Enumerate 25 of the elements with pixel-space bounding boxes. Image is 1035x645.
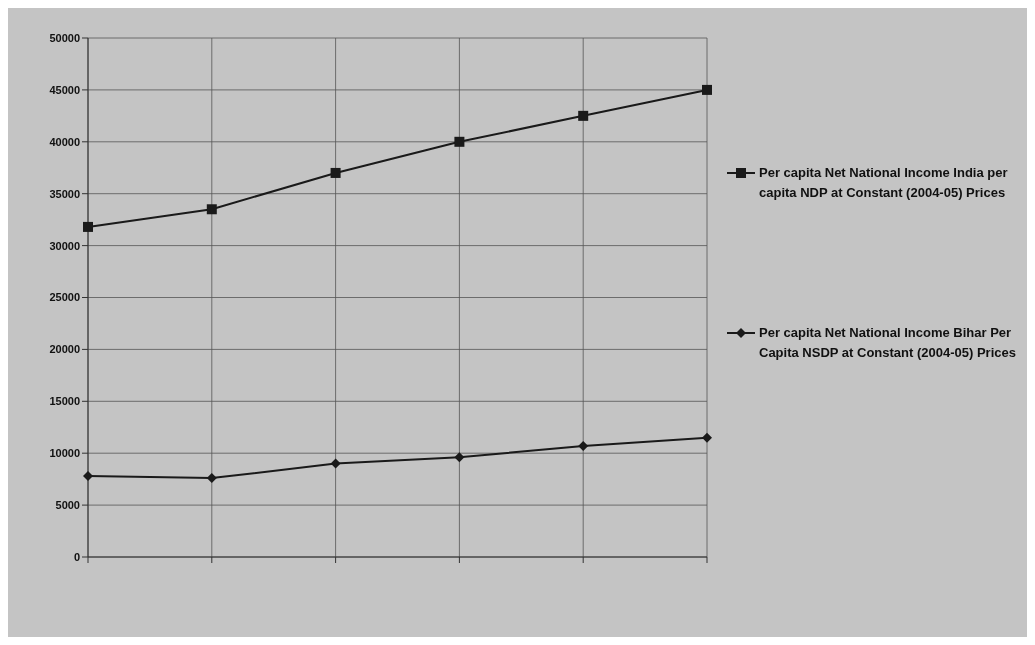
point [702,432,712,443]
point [454,452,465,463]
y-tick-label: 40000 [49,135,80,148]
point [578,440,589,451]
point [330,167,341,178]
y-tick-label: 10000 [49,447,80,460]
y-tick-label: 25000 [49,291,80,304]
y-tick-label: 5000 [55,499,80,512]
y-tick-label: 15000 [49,395,80,408]
y-tick-label: 0 [73,550,80,563]
y-tick-label: 45000 [49,83,80,96]
point [578,110,589,121]
legend-label: Per capita Net National Income Bihar Per Capita NSDP at Constant (2004-05) Prices [759,323,1017,362]
y-tick-label: 30000 [49,239,80,252]
point [206,204,217,215]
y-tick-label: 20000 [49,343,80,356]
legend-label: Per capita Net National Income India per capita NDP at Constant (2004-05) Prices [759,163,1009,202]
y-tick-label: 50000 [49,31,80,44]
point [83,471,93,482]
point [330,458,341,469]
point [83,221,93,232]
point [702,84,712,95]
point [206,473,217,484]
point [454,136,465,147]
y-tick-label: 35000 [49,187,80,200]
